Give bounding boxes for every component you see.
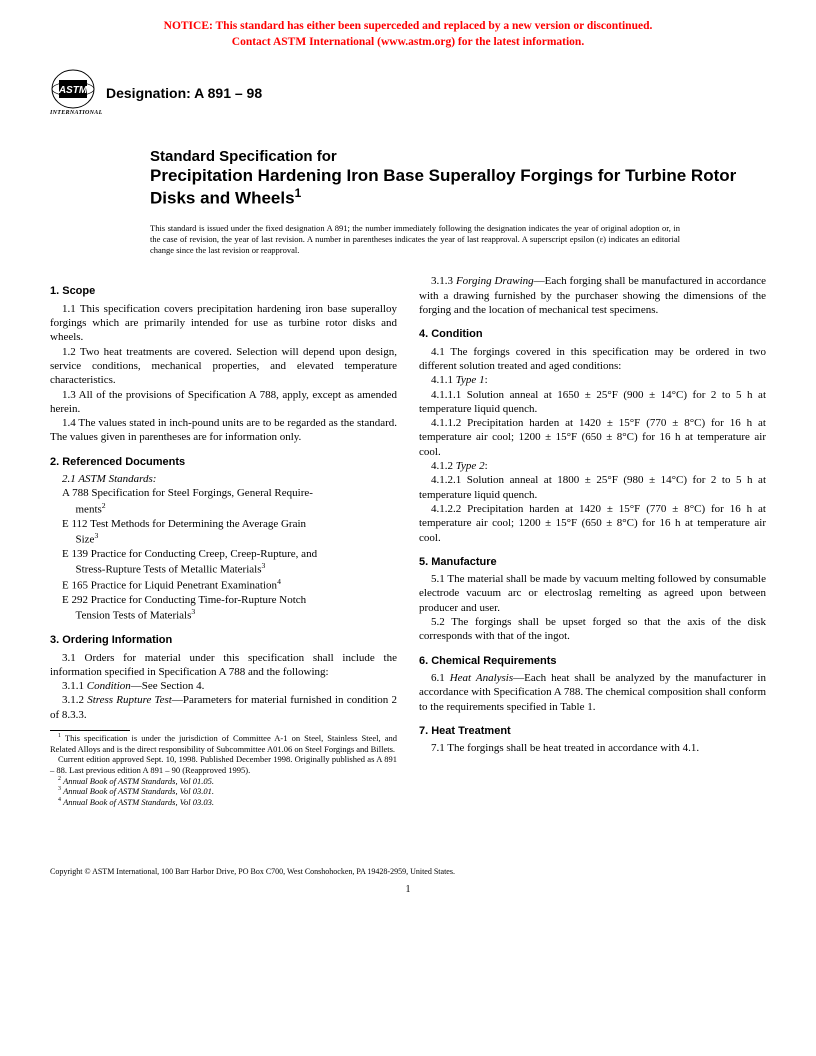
footnotes: 1 This specification is under the jurisd… [50,733,397,807]
title-block: Standard Specification for Precipitation… [150,148,766,209]
section-1-heading: 1. Scope [50,284,397,298]
section-7-heading: 7. Heat Treatment [419,724,766,738]
para-4-1: 4.1 The forgings covered in this specifi… [419,345,766,374]
para-3-1-3: 3.1.3 Forging Drawing—Each forging shall… [419,274,766,317]
para-4-1-1: 4.1.1 Type 1: [419,373,766,387]
footnote-1: 1 This specification is under the jurisd… [50,733,397,754]
logo-label: INTERNATIONAL [50,110,96,116]
para-7-1: 7.1 The forgings shall be heat treated i… [419,741,766,755]
section-3-heading: 3. Ordering Information [50,633,397,647]
para-1-2: 1.2 Two heat treatments are covered. Sel… [50,345,397,388]
issue-note: This standard is issued under the fixed … [150,223,680,256]
para-4-1-1-2: 4.1.1.2 Precipitation harden at 1420 ± 1… [419,416,766,459]
copyright-text: Copyright © ASTM International, 100 Barr… [50,867,766,876]
para-3-1: 3.1 Orders for material under this speci… [50,651,397,680]
notice-line2: Contact ASTM International (www.astm.org… [232,36,584,48]
page-number: 1 [50,884,766,895]
footnote-3: 3 Annual Book of ASTM Standards, Vol 03.… [50,786,397,797]
footnote-rule [50,730,130,731]
ref-a788: A 788 Specification for Steel Forgings, … [50,486,397,516]
para-3-1-2: 3.1.2 Stress Rupture Test—Parameters for… [50,693,397,722]
para-6-1: 6.1 Heat Analysis—Each heat shall be ana… [419,671,766,714]
para-2-1: 2.1 ASTM Standards: [50,472,397,486]
document-page: NOTICE: This standard has either been su… [0,0,816,915]
notice-line1: NOTICE: This standard has either been su… [164,20,653,32]
section-6-heading: 6. Chemical Requirements [419,654,766,668]
svg-text:ASTM: ASTM [58,85,88,96]
section-5-heading: 5. Manufacture [419,555,766,569]
ref-e292: E 292 Practice for Conducting Time-for-R… [50,593,397,623]
para-4-1-2: 4.1.2 Type 2: [419,459,766,473]
astm-logo-icon: ASTM [50,68,96,110]
para-5-2: 5.2 The forgings shall be upset forged s… [419,615,766,644]
section-4-heading: 4. Condition [419,327,766,341]
footnote-4: 4 Annual Book of ASTM Standards, Vol 03.… [50,797,397,808]
footnote-2: 2 Annual Book of ASTM Standards, Vol 01.… [50,776,397,787]
para-4-1-2-2: 4.1.2.2 Precipitation harden at 1420 ± 1… [419,502,766,545]
ref-e112: E 112 Test Methods for Determining the A… [50,517,397,547]
ref-e139: E 139 Practice for Conducting Creep, Cre… [50,547,397,577]
footnote-1b: Current edition approved Sept. 10, 1998.… [50,754,397,775]
para-1-3: 1.3 All of the provisions of Specificati… [50,388,397,417]
para-1-1: 1.1 This specification covers precipitat… [50,302,397,345]
body-columns: 1. Scope 1.1 This specification covers p… [50,274,766,807]
para-1-4: 1.4 The values stated in inch-pound unit… [50,416,397,445]
section-2-heading: 2. Referenced Documents [50,455,397,469]
para-4-1-1-1: 4.1.1.1 Solution anneal at 1650 ± 25°F (… [419,388,766,417]
header-row: ASTM INTERNATIONAL Designation: A 891 – … [50,68,766,118]
ref-e165: E 165 Practice for Liquid Penetrant Exam… [50,577,397,593]
designation-text: Designation: A 891 – 98 [106,85,262,101]
para-3-1-1: 3.1.1 Condition—See Section 4. [50,679,397,693]
astm-logo: ASTM INTERNATIONAL [50,68,96,118]
para-4-1-2-1: 4.1.2.1 Solution anneal at 1800 ± 25°F (… [419,473,766,502]
title-main: Precipitation Hardening Iron Base Supera… [150,165,766,209]
notice-banner: NOTICE: This standard has either been su… [50,18,766,50]
title-prefix: Standard Specification for [150,148,766,165]
para-5-1: 5.1 The material shall be made by vacuum… [419,572,766,615]
